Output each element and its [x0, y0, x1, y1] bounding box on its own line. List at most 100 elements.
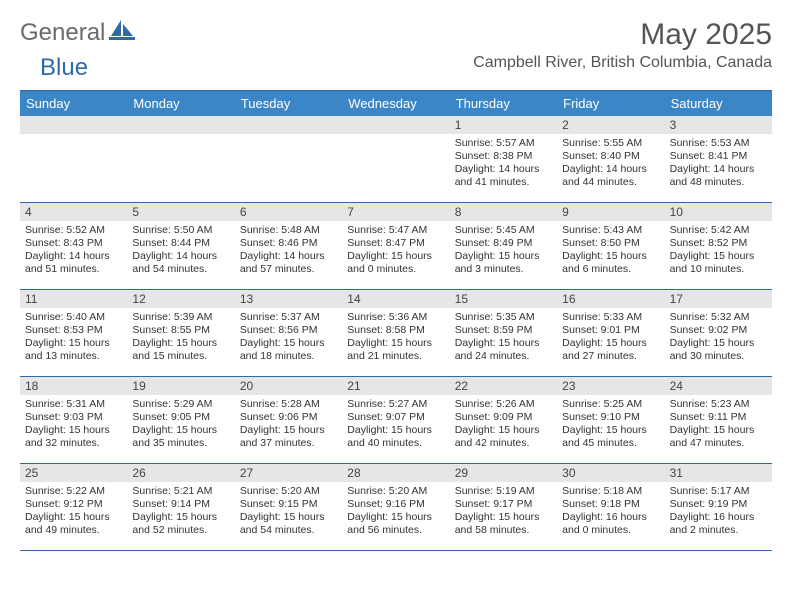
sunrise-text: Sunrise: 5:55 AM: [562, 137, 659, 150]
sunset-text: Sunset: 8:58 PM: [347, 324, 444, 337]
day-cell: 13Sunrise: 5:37 AMSunset: 8:56 PMDayligh…: [235, 290, 342, 376]
sunrise-text: Sunrise: 5:19 AM: [455, 485, 552, 498]
daylight-text: Daylight: 15 hours and 37 minutes.: [240, 424, 337, 450]
sunset-text: Sunset: 9:05 PM: [132, 411, 229, 424]
sunrise-text: Sunrise: 5:50 AM: [132, 224, 229, 237]
day-number: [342, 116, 449, 134]
daylight-text: Daylight: 15 hours and 30 minutes.: [670, 337, 767, 363]
day-cell: 5Sunrise: 5:50 AMSunset: 8:44 PMDaylight…: [127, 203, 234, 289]
sunset-text: Sunset: 8:47 PM: [347, 237, 444, 250]
logo: General: [20, 18, 137, 47]
daylight-text: Daylight: 15 hours and 52 minutes.: [132, 511, 229, 537]
day-number: 28: [342, 464, 449, 482]
day-cell: 28Sunrise: 5:20 AMSunset: 9:16 PMDayligh…: [342, 464, 449, 550]
day-number: 24: [665, 377, 772, 395]
day-number: 16: [557, 290, 664, 308]
daylight-text: Daylight: 15 hours and 13 minutes.: [25, 337, 122, 363]
daylight-text: Daylight: 14 hours and 44 minutes.: [562, 163, 659, 189]
day-cell: 7Sunrise: 5:47 AMSunset: 8:47 PMDaylight…: [342, 203, 449, 289]
daylight-text: Daylight: 15 hours and 49 minutes.: [25, 511, 122, 537]
daylight-text: Daylight: 15 hours and 40 minutes.: [347, 424, 444, 450]
sunset-text: Sunset: 8:38 PM: [455, 150, 552, 163]
sunset-text: Sunset: 9:11 PM: [670, 411, 767, 424]
day-number: 5: [127, 203, 234, 221]
sunset-text: Sunset: 9:02 PM: [670, 324, 767, 337]
sunset-text: Sunset: 8:40 PM: [562, 150, 659, 163]
day-cell: [342, 116, 449, 202]
day-number: 3: [665, 116, 772, 134]
day-cell: 22Sunrise: 5:26 AMSunset: 9:09 PMDayligh…: [450, 377, 557, 463]
daylight-text: Daylight: 15 hours and 10 minutes.: [670, 250, 767, 276]
sunrise-text: Sunrise: 5:31 AM: [25, 398, 122, 411]
day-cell: [127, 116, 234, 202]
sunrise-text: Sunrise: 5:25 AM: [562, 398, 659, 411]
sunset-text: Sunset: 9:14 PM: [132, 498, 229, 511]
day-number: 21: [342, 377, 449, 395]
sunrise-text: Sunrise: 5:36 AM: [347, 311, 444, 324]
sunset-text: Sunset: 8:41 PM: [670, 150, 767, 163]
week-row: 18Sunrise: 5:31 AMSunset: 9:03 PMDayligh…: [20, 377, 772, 464]
sunset-text: Sunset: 8:55 PM: [132, 324, 229, 337]
day-number: 6: [235, 203, 342, 221]
day-cell: 20Sunrise: 5:28 AMSunset: 9:06 PMDayligh…: [235, 377, 342, 463]
daylight-text: Daylight: 15 hours and 15 minutes.: [132, 337, 229, 363]
day-number: 29: [450, 464, 557, 482]
sunrise-text: Sunrise: 5:27 AM: [347, 398, 444, 411]
daylight-text: Daylight: 15 hours and 45 minutes.: [562, 424, 659, 450]
day-body: Sunrise: 5:57 AMSunset: 8:38 PMDaylight:…: [450, 134, 557, 193]
day-cell: 26 Sunrise: 5:21 AMSunset: 9:14 PMDayligh…: [127, 464, 234, 550]
sunset-text: Sunset: 8:59 PM: [455, 324, 552, 337]
logo-sail-icon: [107, 18, 135, 47]
daylight-text: Daylight: 15 hours and 35 minutes.: [132, 424, 229, 450]
sunrise-text: Sunrise: 5:43 AM: [562, 224, 659, 237]
day-body: Sunrise: 5:50 AMSunset: 8:44 PMDaylight:…: [127, 221, 234, 280]
day-cell: 24Sunrise: 5:23 AMSunset: 9:11 PMDayligh…: [665, 377, 772, 463]
sunrise-text: Sunrise: 5:53 AM: [670, 137, 767, 150]
day-header: Saturday: [665, 91, 772, 116]
weeks-container: 1Sunrise: 5:57 AMSunset: 8:38 PMDaylight…: [20, 116, 772, 551]
day-cell: [235, 116, 342, 202]
day-cell: 21Sunrise: 5:27 AMSunset: 9:07 PMDayligh…: [342, 377, 449, 463]
day-cell: 16Sunrise: 5:33 AMSunset: 9:01 PMDayligh…: [557, 290, 664, 376]
sunrise-text: Sunrise: 5:42 AM: [670, 224, 767, 237]
sunrise-text: Sunrise: 5:21 AM: [132, 485, 229, 498]
day-header: Thursday: [450, 91, 557, 116]
day-number: 13: [235, 290, 342, 308]
sunset-text: Sunset: 9:12 PM: [25, 498, 122, 511]
title-block: May 2025 Campbell River, British Columbi…: [473, 18, 772, 72]
sunrise-text: Sunrise: 5:23 AM: [670, 398, 767, 411]
day-cell: 4Sunrise: 5:52 AMSunset: 8:43 PMDaylight…: [20, 203, 127, 289]
sunset-text: Sunset: 8:44 PM: [132, 237, 229, 250]
day-cell: 2Sunrise: 5:55 AMSunset: 8:40 PMDaylight…: [557, 116, 664, 202]
day-number: 26: [127, 464, 234, 482]
sunrise-text: Sunrise: 5:17 AM: [670, 485, 767, 498]
day-number: 9: [557, 203, 664, 221]
sunset-text: Sunset: 8:52 PM: [670, 237, 767, 250]
day-body: Sunrise: 5:47 AMSunset: 8:47 PMDaylight:…: [342, 221, 449, 280]
day-body: Sunrise: 5:42 AMSunset: 8:52 PMDaylight:…: [665, 221, 772, 280]
day-number: 1: [450, 116, 557, 134]
day-header-row: Sunday Monday Tuesday Wednesday Thursday…: [20, 91, 772, 116]
sunset-text: Sunset: 8:53 PM: [25, 324, 122, 337]
sunrise-text: Sunrise: 5:33 AM: [562, 311, 659, 324]
day-body: Sunrise: 5:55 AMSunset: 8:40 PMDaylight:…: [557, 134, 664, 193]
sunrise-text: Sunrise: 5:40 AM: [25, 311, 122, 324]
day-body: Sunrise: 5:39 AMSunset: 8:55 PMDaylight:…: [127, 308, 234, 367]
sunrise-text: Sunrise: 5:32 AM: [670, 311, 767, 324]
daylight-text: Daylight: 14 hours and 57 minutes.: [240, 250, 337, 276]
day-number: 12: [127, 290, 234, 308]
day-body: Sunrise: 5:20 AMSunset: 9:15 PMDaylight:…: [235, 482, 342, 541]
sunset-text: Sunset: 9:03 PM: [25, 411, 122, 424]
day-body: Sunrise: 5:26 AMSunset: 9:09 PMDaylight:…: [450, 395, 557, 454]
day-header: Wednesday: [342, 91, 449, 116]
day-body: Sunrise: 5:32 AMSunset: 9:02 PMDaylight:…: [665, 308, 772, 367]
sunset-text: Sunset: 9:06 PM: [240, 411, 337, 424]
sunrise-text: Sunrise: 5:22 AM: [25, 485, 122, 498]
day-cell: 8Sunrise: 5:45 AMSunset: 8:49 PMDaylight…: [450, 203, 557, 289]
sunset-text: Sunset: 8:43 PM: [25, 237, 122, 250]
sunrise-text: Sunrise: 5:57 AM: [455, 137, 552, 150]
daylight-text: Daylight: 14 hours and 48 minutes.: [670, 163, 767, 189]
sunrise-text: Sunrise: 5:35 AM: [455, 311, 552, 324]
calendar-page: General May 2025 Campbell River, British…: [0, 0, 792, 571]
week-row: 1Sunrise: 5:57 AMSunset: 8:38 PMDaylight…: [20, 116, 772, 203]
